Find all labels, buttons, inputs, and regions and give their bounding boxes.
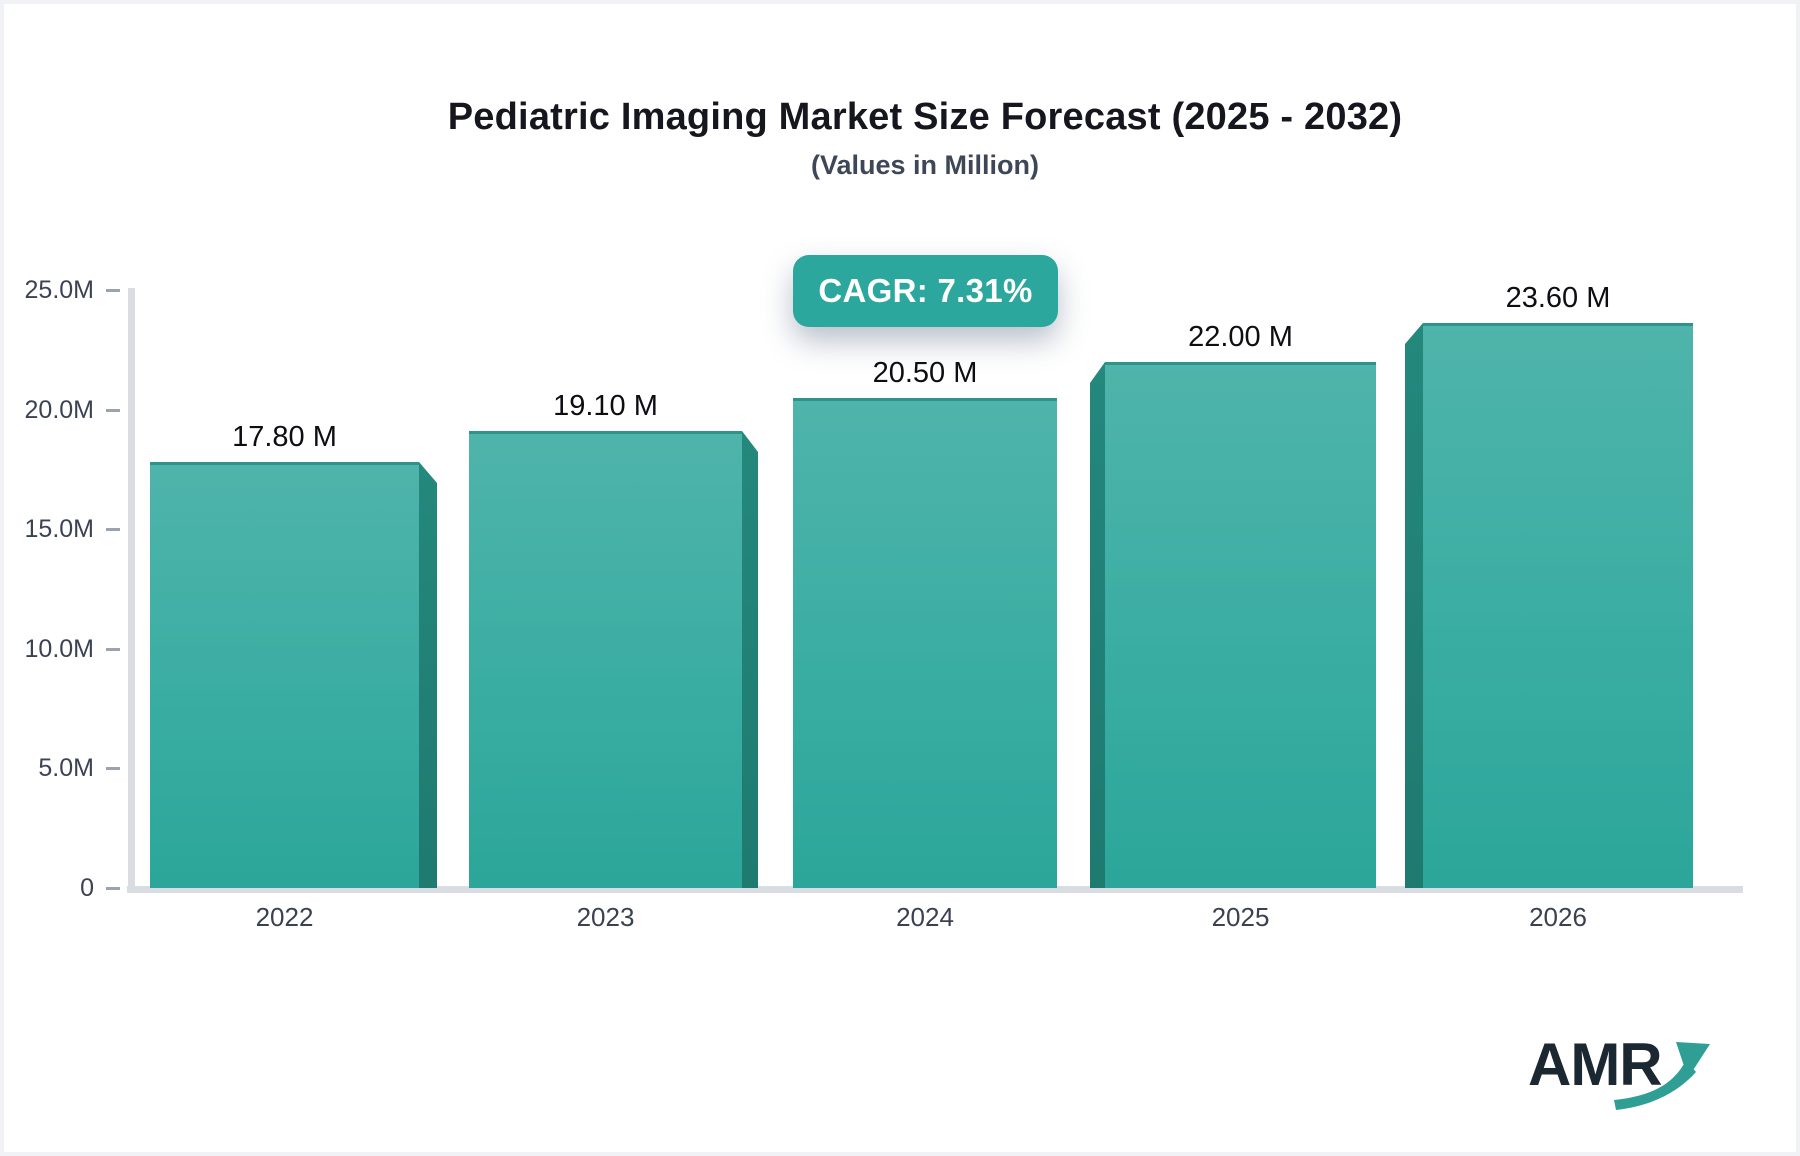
bar-3d-side	[1405, 323, 1423, 888]
cagr-badge: CAGR: 7.31%	[793, 255, 1058, 327]
bar-face: 20.50 M	[793, 357, 1057, 888]
tick-mark	[106, 887, 120, 890]
cagr-badge-label: CAGR: 7.31%	[818, 272, 1033, 309]
bar-face: 17.80 M	[150, 421, 419, 888]
bar-face: 22.00 M	[1105, 321, 1376, 888]
bar-face: 19.10 M	[469, 390, 742, 888]
chart-title: Pediatric Imaging Market Size Forecast (…	[447, 96, 1403, 138]
bar-3d-side	[742, 431, 758, 888]
y-tick-label: 5.0M	[38, 754, 94, 782]
x-axis-line	[127, 886, 1743, 893]
bar-face: 23.60 M	[1423, 282, 1693, 888]
y-tick-label: 10.0M	[24, 635, 94, 663]
y-tick-10m: 10.0M	[0, 635, 120, 663]
bar-value-label: 23.60 M	[1505, 282, 1611, 314]
y-tick-25m: 25.0M	[0, 276, 120, 304]
y-tick-20m: 20.0M	[0, 396, 120, 424]
y-tick-15m: 15.0M	[0, 515, 120, 543]
growth-arrow-icon	[1614, 1042, 1710, 1110]
x-tick-2022: 2022	[255, 902, 314, 932]
tick-mark	[106, 409, 120, 412]
amr-logo-text: AMR	[1528, 1031, 1663, 1098]
bar-3d-side	[419, 462, 437, 888]
x-tick-2026: 2026	[1529, 902, 1587, 932]
amr-logo: AMR	[1528, 1030, 1748, 1120]
x-tick-2025: 2025	[1211, 902, 1270, 932]
y-axis-line	[128, 288, 135, 893]
bar-value-label: 19.10 M	[553, 390, 658, 422]
tick-mark	[106, 648, 120, 651]
tick-mark	[106, 767, 120, 770]
tick-mark	[106, 528, 120, 531]
y-tick-label: 15.0M	[24, 515, 94, 543]
x-tick-2024: 2024	[896, 902, 954, 932]
tick-mark	[106, 289, 120, 292]
bar-value-label: 17.80 M	[232, 421, 337, 453]
bar-value-label: 22.00 M	[1188, 321, 1293, 353]
y-tick-label: 0	[80, 874, 94, 902]
y-tick-label: 25.0M	[24, 276, 94, 304]
y-tick-5m: 5.0M	[0, 754, 120, 782]
y-tick-label: 20.0M	[24, 396, 94, 424]
bar-value-label: 20.50 M	[872, 357, 978, 389]
chart-subtitle: (Values in Million)	[810, 150, 1040, 180]
y-tick-0: 0	[0, 874, 120, 902]
x-tick-2023: 2023	[576, 902, 635, 932]
bar-3d-side	[1090, 362, 1105, 888]
